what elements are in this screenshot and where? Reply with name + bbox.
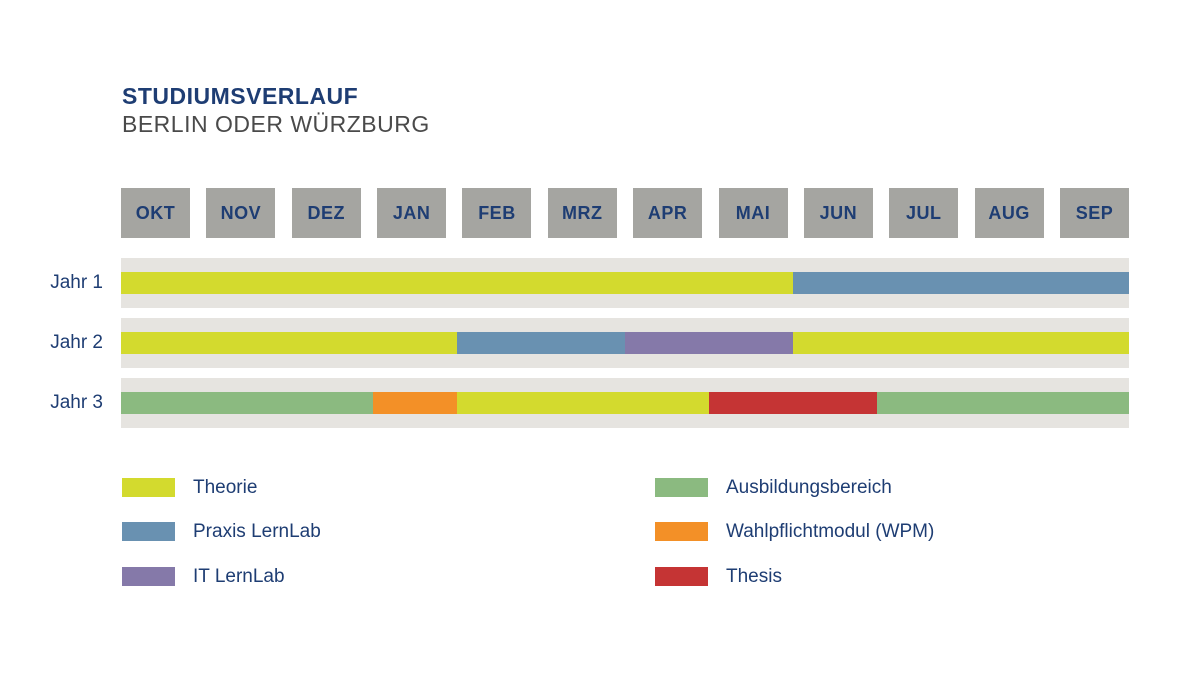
legend-label-thesis: Thesis (726, 566, 782, 587)
legend-item-it-lernlab: IT LernLab (122, 567, 285, 586)
row-label-jahr-3: Jahr 3 (50, 392, 103, 413)
timeline-bar-jahr-1 (121, 272, 1129, 294)
timeline-band-jahr-2 (121, 318, 1129, 368)
legend-swatch-ausbildungsbereich (655, 478, 708, 497)
segment-thesis (709, 392, 877, 414)
month-cell-jul: JUL (889, 188, 959, 238)
segment-ausbildungsbereich (121, 392, 373, 414)
legend-swatch-thesis (655, 567, 708, 586)
legend-item-praxis-lernlab: Praxis LernLab (122, 522, 321, 541)
segment-theorie (121, 332, 457, 354)
month-cell-jan: JAN (377, 188, 447, 238)
timeline-bar-jahr-2 (121, 332, 1129, 354)
segment-theorie (121, 272, 793, 294)
month-cell-apr: APR (633, 188, 703, 238)
legend-swatch-it-lernlab (122, 567, 175, 586)
legend-label-praxis-lernlab: Praxis LernLab (193, 521, 321, 542)
legend-swatch-praxis-lernlab (122, 522, 175, 541)
segment-theorie (793, 332, 1129, 354)
legend-swatch-theorie (122, 478, 175, 497)
month-cell-mai: MAI (718, 188, 788, 238)
page-subtitle: BERLIN ODER WÜRZBURG (122, 111, 430, 137)
month-cell-jun: JUN (803, 188, 873, 238)
segment-wahlpflichtmodul-wpm (373, 392, 457, 414)
legend-item-wahlpflichtmodul-wpm: Wahlpflichtmodul (WPM) (655, 522, 934, 541)
timeline-band-jahr-3 (121, 378, 1129, 428)
legend-swatch-wahlpflichtmodul-wpm (655, 522, 708, 541)
month-cell-feb: FEB (462, 188, 532, 238)
month-cell-dez: DEZ (291, 188, 361, 238)
segment-praxis-lernlab (793, 272, 1129, 294)
row-label-jahr-2: Jahr 2 (50, 332, 103, 353)
segment-praxis-lernlab (457, 332, 625, 354)
legend-label-theorie: Theorie (193, 477, 258, 498)
month-cell-nov: NOV (206, 188, 276, 238)
timeline-bar-jahr-3 (121, 392, 1129, 414)
header: STUDIUMSVERLAUF BERLIN ODER WÜRZBURG (122, 82, 430, 138)
legend-label-ausbildungsbereich: Ausbildungsbereich (726, 477, 892, 498)
month-cell-sep: SEP (1059, 188, 1129, 238)
month-header-row: OKT NOV DEZ JAN FEB MRZ APR MAI JUN JUL AUG SEP (121, 188, 1129, 238)
timeline-band-jahr-1 (121, 258, 1129, 308)
legend-item-ausbildungsbereich: Ausbildungsbereich (655, 478, 892, 497)
legend-label-it-lernlab: IT LernLab (193, 566, 285, 587)
legend-item-theorie: Theorie (122, 478, 257, 497)
legend-label-wahlpflichtmodul-wpm: Wahlpflichtmodul (WPM) (726, 521, 935, 542)
month-cell-mrz: MRZ (547, 188, 617, 238)
row-label-jahr-1: Jahr 1 (50, 272, 103, 293)
legend-item-thesis: Thesis (655, 567, 782, 586)
segment-ausbildungsbereich (877, 392, 1129, 414)
segment-it-lernlab (625, 332, 793, 354)
segment-theorie (457, 392, 709, 414)
page-title: STUDIUMSVERLAUF (122, 83, 359, 109)
month-cell-okt: OKT (121, 188, 190, 238)
month-cell-aug: AUG (974, 188, 1044, 238)
